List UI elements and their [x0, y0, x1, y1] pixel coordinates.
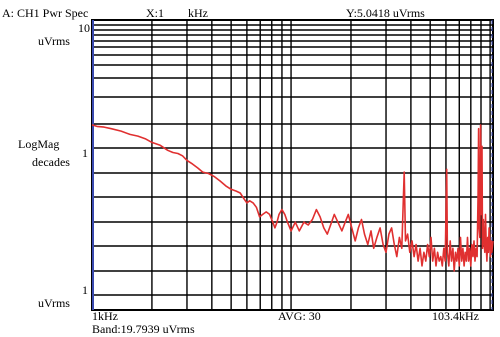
- y-bottom-value: 1: [82, 283, 88, 297]
- y-readout: Y:5.0418 uVrms: [346, 6, 425, 20]
- x-readout-label: X:1: [146, 6, 164, 20]
- x-readout-unit: kHz: [188, 6, 208, 20]
- plot-grid: [92, 20, 493, 310]
- spectrum-trace: [91, 124, 494, 272]
- y-top-value: 10: [78, 21, 90, 35]
- avg-count: AVG: 30: [278, 309, 321, 323]
- y-mid-value: 1: [82, 146, 88, 160]
- x-end-label: 103.4kHz: [432, 309, 479, 323]
- y-bottom-unit: uVrms: [38, 296, 70, 310]
- x-start-label: 1kHz: [92, 309, 118, 323]
- y-top-unit: uVrms: [38, 34, 70, 48]
- trace-label: A: CH1 Pwr Spec: [2, 6, 89, 20]
- y-axis-title-line1: LogMag: [18, 137, 60, 151]
- y-axis-title-line2: decades: [32, 155, 70, 169]
- band-power: Band:19.7939 uVrms: [92, 322, 195, 336]
